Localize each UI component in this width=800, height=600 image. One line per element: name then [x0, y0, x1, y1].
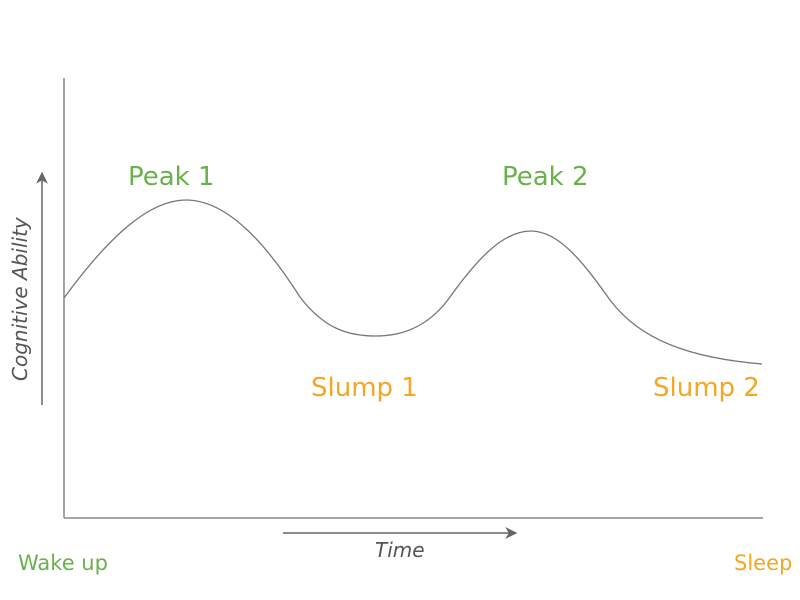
peak-1-label: Peak 1: [128, 162, 215, 192]
y-axis-label: Cognitive Ability: [8, 217, 32, 381]
slump-1-label: Slump 1: [311, 373, 418, 403]
sleep-label: Sleep: [734, 551, 793, 575]
peak-2-label: Peak 2: [502, 162, 589, 192]
wake-up-label: Wake up: [18, 551, 108, 575]
x-axis-label: Time: [375, 538, 425, 562]
cognitive-ability-curve: [63, 199, 763, 365]
slump-2-label: Slump 2: [653, 373, 760, 403]
